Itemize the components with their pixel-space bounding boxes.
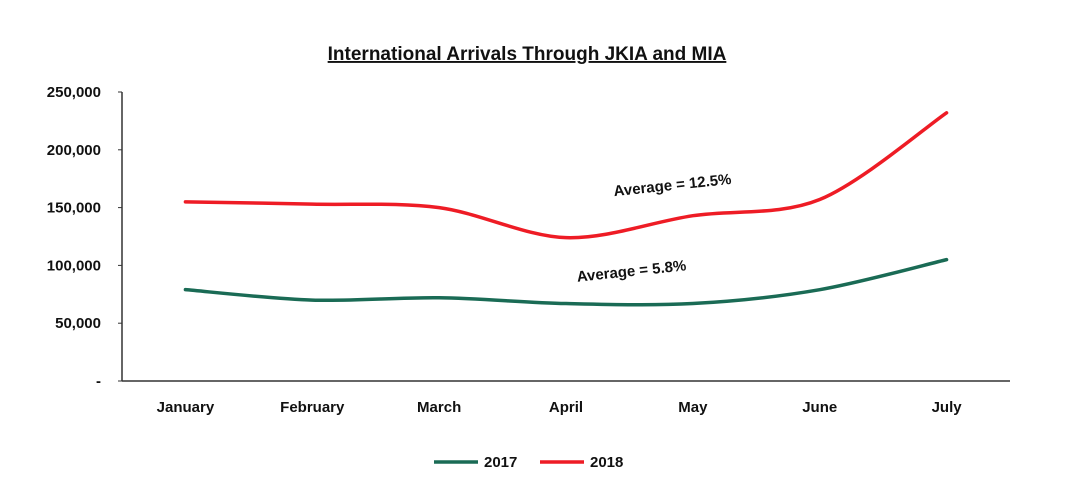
series-line-2018: [183, 111, 949, 240]
x-tick-label: July: [932, 399, 963, 416]
y-tick-label: -: [96, 373, 101, 390]
chart-title: International Arrivals Through JKIA and …: [328, 44, 727, 65]
legend-label-2017: 2017: [484, 454, 517, 471]
x-tick-label: June: [802, 399, 837, 416]
series-lines: [183, 111, 949, 307]
y-tick-label: 150,000: [47, 200, 101, 217]
series-line-2017: [183, 257, 949, 307]
y-tick-label: 250,000: [47, 84, 101, 101]
y-tick-label: 50,000: [55, 315, 101, 332]
legend-label-2018: 2018: [590, 454, 623, 471]
annotation-average-2017: Average = 5.8%: [576, 257, 687, 285]
x-tick-label: March: [417, 399, 461, 416]
x-axis: January February March April May June July: [122, 380, 1010, 416]
y-axis: - 50,000 100,000 150,000 200,000 250,000: [47, 84, 123, 390]
x-tick-label: May: [678, 399, 708, 416]
x-tick-label: April: [549, 399, 583, 416]
x-tick-label: February: [280, 399, 345, 416]
y-tick-label: 200,000: [47, 142, 101, 159]
annotation-average-2018: Average = 12.5%: [613, 171, 732, 200]
y-tick-label: 100,000: [47, 257, 101, 274]
x-tick-label: January: [157, 399, 215, 416]
legend: 2017 2018: [434, 454, 623, 471]
